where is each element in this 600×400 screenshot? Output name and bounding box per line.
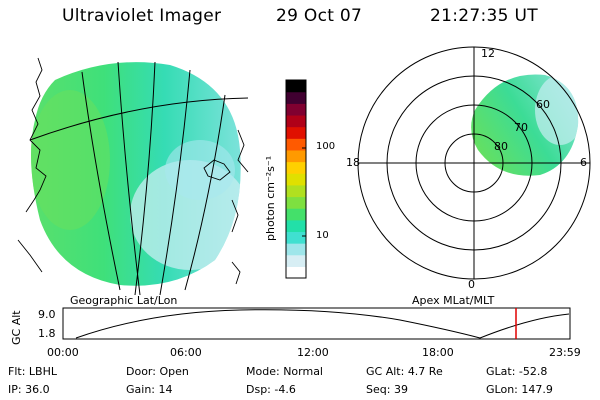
colorbar-segment: [286, 149, 306, 163]
observation-date: 29 Oct 07: [276, 6, 363, 26]
time-tick-1200: 12:00: [297, 346, 329, 359]
colorbar-segment: [286, 138, 306, 151]
status-filter: Flt: LBHL: [8, 365, 57, 378]
colorbar-segment: [286, 243, 306, 256]
altitude-axis-label: GC Alt: [10, 310, 23, 345]
altitude-tick-low: 1.8: [38, 327, 56, 340]
mlt-label-0: 0: [468, 278, 475, 291]
status-ip: IP: 36.0: [8, 383, 50, 396]
geo-emission-field: [31, 62, 241, 286]
status-gc-alt: GC Alt: 4.7 Re: [366, 365, 443, 378]
colorbar-tick-100: 100: [316, 141, 336, 152]
time-tick-1800: 18:00: [422, 346, 454, 359]
status-seq: Seq: 39: [366, 383, 408, 396]
time-tick-2359: 23:59: [549, 346, 581, 359]
colorbar-segment: [286, 103, 306, 116]
instrument-title: Ultraviolet Imager: [62, 6, 222, 26]
altitude-tick-high: 9.0: [38, 308, 56, 321]
observation-time: 21:27:35 UT: [430, 6, 538, 26]
time-tick-0600: 06:00: [170, 346, 202, 359]
colorbar-segment: [286, 208, 306, 221]
mlat-label-80: 80: [494, 140, 508, 153]
colorbar-segment: [286, 91, 306, 104]
mlt-label-6: 6: [580, 156, 587, 169]
time-tick-0000: 00:00: [47, 346, 79, 359]
geographic-panel-label: Geographic Lat/Lon: [70, 294, 178, 307]
mlat-label-70: 70: [514, 121, 528, 134]
colorbar-segment: [286, 184, 306, 198]
altitude-plot-frame: [62, 307, 571, 340]
status-door: Door: Open: [126, 365, 189, 378]
status-dsp: Dsp: -4.6: [246, 383, 296, 396]
altitude-curve: [75, 309, 570, 339]
colorbar-segment: [286, 254, 306, 267]
status-glon: GLon: 147.9: [486, 383, 553, 396]
status-glat: GLat: -52.8: [486, 365, 548, 378]
geo-grid-lines: [29, 61, 249, 296]
colorbar-segment: [286, 219, 306, 233]
geo-coastlines: [17, 57, 249, 285]
colorbar-frame: [285, 79, 307, 279]
colorbar-segment: [286, 80, 306, 93]
colorbar-segment: [286, 196, 306, 209]
colorbar-tick-10: 10: [316, 230, 329, 241]
mlt-label-12: 12: [481, 47, 495, 60]
mlt-label-18: 18: [346, 156, 360, 169]
colorbar-segment: [286, 266, 306, 279]
colorbar-segment: [286, 161, 306, 174]
colorbar-segment: [286, 231, 306, 244]
polar-grid: [357, 46, 591, 280]
colorbar-segment: [286, 173, 306, 186]
apex-panel-label: Apex MLat/MLT: [412, 294, 495, 307]
colorbar-segment: [286, 126, 306, 139]
colorbar-segment: [286, 114, 306, 128]
status-gain: Gain: 14: [126, 383, 173, 396]
status-mode: Mode: Normal: [246, 365, 323, 378]
mlat-label-60: 60: [536, 98, 550, 111]
